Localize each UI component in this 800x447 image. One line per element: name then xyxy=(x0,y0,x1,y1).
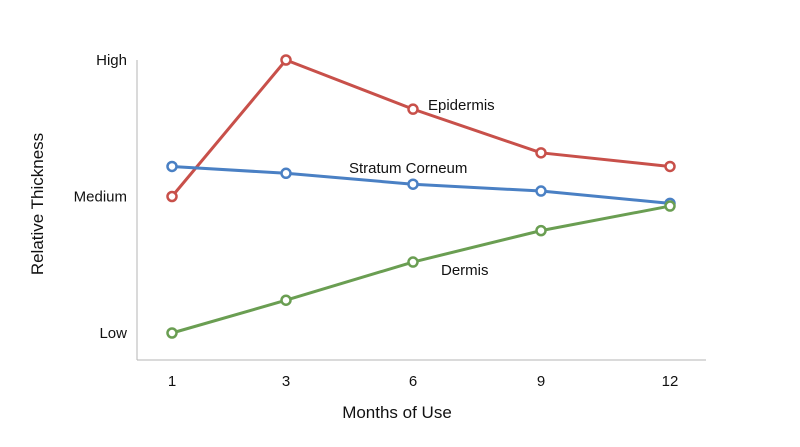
data-point-stratum-corneum xyxy=(407,178,419,190)
data-point-dermis xyxy=(166,327,178,339)
data-point-dermis xyxy=(407,256,419,268)
series-label-dermis: Dermis xyxy=(441,262,489,279)
series-stratum-corneum: Stratum Corneum xyxy=(166,160,676,210)
series-layer: Epidermis Stratum Corneum Dermis xyxy=(166,54,676,339)
y-tick-label: High xyxy=(96,52,127,69)
x-tick-label: 3 xyxy=(282,373,290,390)
x-axis-title: Months of Use xyxy=(342,403,452,422)
x-tick-label: 12 xyxy=(662,373,679,390)
series-label-stratum-corneum: Stratum Corneum xyxy=(349,160,467,177)
data-point-stratum-corneum xyxy=(535,185,547,197)
series-epidermis: Epidermis xyxy=(166,54,676,203)
x-tick-labels: 1 3 6 9 12 xyxy=(168,373,679,390)
data-point-dermis xyxy=(664,200,676,212)
y-tick-label: Low xyxy=(99,325,127,342)
y-tick-label: Medium xyxy=(74,189,127,206)
data-point-stratum-corneum xyxy=(166,160,178,173)
data-point-epidermis xyxy=(535,147,547,159)
data-point-epidermis xyxy=(664,160,676,173)
data-point-epidermis xyxy=(166,190,178,203)
data-point-epidermis xyxy=(280,54,292,66)
data-point-dermis xyxy=(535,224,547,237)
series-label-epidermis: Epidermis xyxy=(428,97,495,114)
y-axis-title: Relative Thickness xyxy=(28,133,47,275)
series-dermis: Dermis xyxy=(166,200,676,339)
x-tick-label: 1 xyxy=(168,373,176,390)
y-tick-labels: Low Medium High xyxy=(74,52,128,342)
x-tick-label: 9 xyxy=(537,373,545,390)
series-line-dermis xyxy=(171,204,671,335)
data-point-dermis xyxy=(280,294,292,306)
data-point-stratum-corneum xyxy=(280,167,292,180)
x-tick-label: 6 xyxy=(409,373,417,390)
data-point-epidermis xyxy=(407,103,419,115)
